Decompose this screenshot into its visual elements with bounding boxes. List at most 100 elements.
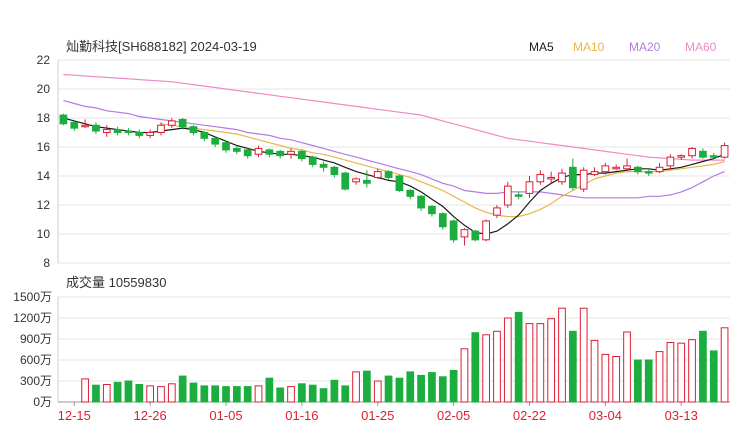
ma-lines — [63, 73, 725, 235]
candle — [709, 152, 718, 159]
legend-ma60: MA60 — [685, 40, 717, 54]
candle-body — [308, 156, 317, 165]
candle — [92, 122, 100, 134]
candle-body — [113, 129, 122, 134]
volume-bar — [612, 356, 621, 403]
volume-bar — [623, 331, 631, 403]
legend-ma20: MA20 — [629, 40, 661, 54]
candle — [493, 205, 501, 219]
candle-body — [298, 150, 306, 160]
candle-body — [189, 126, 198, 133]
candle — [536, 170, 545, 185]
volume-tick-label: 1200万 — [13, 311, 52, 325]
candle-body — [634, 166, 642, 173]
volume-bar — [265, 377, 274, 403]
volume-bar — [503, 317, 512, 403]
candle-body — [590, 171, 599, 176]
candle-body — [655, 166, 664, 173]
candle-body — [319, 163, 328, 168]
candle — [644, 168, 653, 176]
candle-body — [644, 171, 653, 174]
volume-bar — [449, 370, 458, 403]
ma5-line — [63, 117, 725, 235]
volume-bar — [699, 330, 707, 403]
candle — [406, 189, 415, 200]
x-tick-label: 02-05 — [437, 408, 470, 423]
candle-body — [709, 155, 718, 158]
candle-body — [211, 137, 220, 145]
x-tick-label: 02-22 — [513, 408, 546, 423]
candle — [352, 177, 360, 185]
volume-bar — [460, 348, 469, 403]
volume-bar — [395, 377, 404, 403]
candle — [200, 131, 209, 142]
candle — [634, 165, 642, 175]
volume-bar — [720, 327, 729, 403]
candle-body — [59, 114, 68, 125]
volume-bar — [319, 388, 328, 403]
candle — [395, 174, 404, 192]
volume-tick-label: 1500万 — [13, 290, 52, 304]
candle-body — [243, 149, 252, 157]
candle-body — [514, 194, 523, 197]
volume-bar — [428, 372, 436, 403]
candle-body — [124, 130, 133, 134]
volume-bar — [384, 375, 393, 403]
volume-bar — [709, 350, 718, 403]
volume-bar — [232, 386, 241, 403]
volume-bar — [189, 382, 198, 403]
candle-body — [688, 147, 696, 157]
candle — [330, 165, 339, 178]
ma60-line — [63, 73, 725, 161]
candle — [720, 142, 729, 159]
volume-bar — [222, 386, 230, 403]
volume-bar — [363, 370, 371, 403]
price-tick-label: 14 — [37, 169, 51, 183]
volume-tick-label: 300万 — [20, 374, 52, 388]
volume-bar — [688, 339, 696, 403]
volume-bar — [178, 375, 187, 403]
x-axis: 12-15 12-26 01-05 01-16 01-25 02-05 02-22 03-04… — [58, 401, 730, 423]
volume-bar — [417, 374, 425, 403]
candle-body — [612, 166, 621, 170]
candle — [70, 120, 79, 132]
x-tick-label: 03-13 — [665, 408, 698, 423]
candle — [514, 191, 523, 200]
candle — [568, 158, 577, 191]
candle-body — [406, 190, 415, 197]
candle-body — [200, 132, 209, 139]
volume-bar — [406, 371, 415, 403]
candle-body — [699, 150, 707, 158]
volume-bar — [124, 380, 133, 403]
x-tick-label: 01-25 — [361, 408, 394, 423]
volume-tick-label: 900万 — [20, 332, 52, 346]
candle — [482, 219, 490, 242]
candle-body — [623, 165, 631, 170]
candle — [579, 167, 588, 192]
candle — [438, 212, 447, 230]
candle-body — [503, 185, 512, 206]
candle — [298, 149, 306, 162]
candle-body — [363, 179, 371, 184]
candle-body — [276, 150, 285, 157]
volume-bar — [167, 383, 176, 403]
candle — [308, 155, 317, 168]
candle — [232, 145, 241, 155]
candle — [460, 228, 469, 246]
volume-bar — [547, 318, 556, 403]
candle — [373, 168, 382, 179]
volume-bar — [81, 378, 89, 403]
volume-bar — [298, 383, 306, 403]
candle-body — [222, 142, 230, 151]
volume-bar — [655, 351, 664, 403]
volume-tick-label: 600万 — [20, 353, 52, 367]
volume-bar — [558, 307, 566, 403]
price-tick-label: 12 — [37, 198, 51, 212]
candle — [471, 229, 480, 242]
volume-bar — [276, 387, 285, 403]
candle-body — [428, 205, 436, 215]
volume-bar — [438, 376, 447, 403]
x-tick-label: 01-05 — [209, 408, 242, 423]
candle-body — [287, 150, 295, 155]
